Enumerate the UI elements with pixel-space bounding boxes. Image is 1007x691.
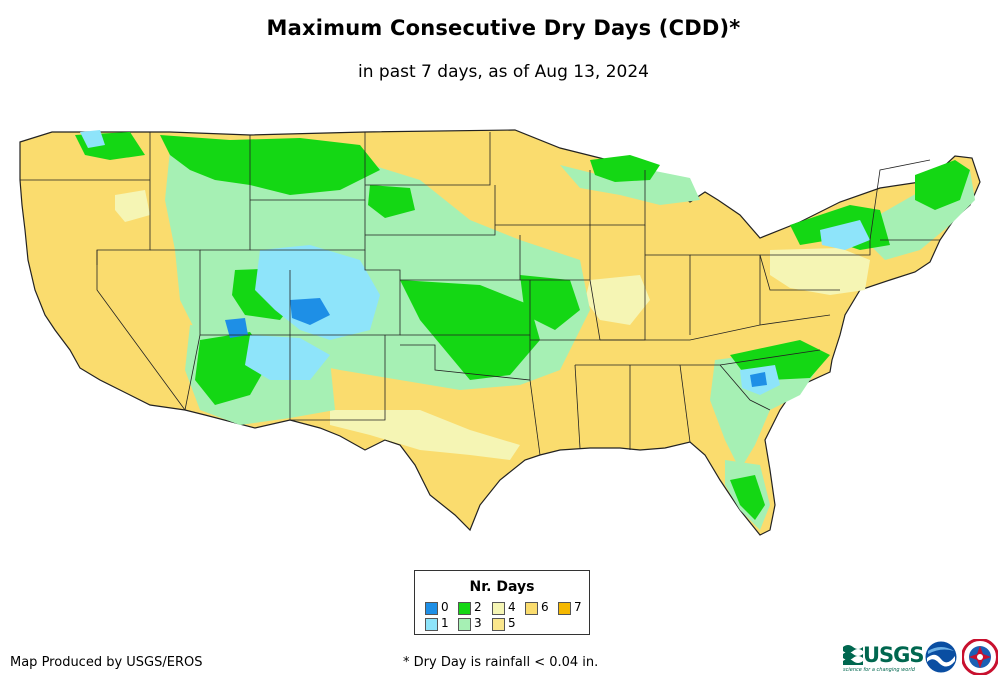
legend-label-0: 0 [441, 600, 449, 614]
legend-swatch-0 [425, 602, 438, 615]
patch-2-dakota [368, 185, 415, 218]
patch-4-ny-pa [770, 248, 870, 295]
legend-label-3: 3 [474, 616, 482, 630]
patch-4-texas [330, 410, 520, 460]
legend-swatch-3 [458, 618, 471, 631]
patch-0-nm [225, 318, 248, 338]
us-dry-days-map [19, 129, 981, 536]
legend: Nr. Days 0 1 2 3 4 5 6 7 [414, 570, 590, 635]
patch-2-florida [730, 475, 765, 520]
legend-label-5: 5 [508, 616, 516, 630]
usgs-logo: USGS science for a changing world [843, 643, 925, 673]
credit-text: Map Produced by USGS/EROS [10, 655, 203, 670]
map-title: Maximum Consecutive Dry Days (CDD)* [266, 16, 741, 40]
legend-swatch-2 [458, 602, 471, 615]
legend-label-1: 1 [441, 616, 449, 630]
legend-label-7: 7 [574, 600, 582, 614]
legend-title: Nr. Days [469, 579, 535, 595]
patch-0-colorado [290, 298, 330, 325]
legend-label-4: 4 [508, 600, 516, 614]
usgs-wordmark: USGS [863, 643, 925, 667]
footnote-text: * Dry Day is rainfall < 0.04 in. [403, 655, 599, 670]
patch-0-sc [750, 372, 767, 387]
legend-label-2: 2 [474, 600, 482, 614]
patch-2-montana [160, 135, 380, 195]
patch-2-kansas-ok [400, 280, 540, 380]
patch-1-newmexico [245, 335, 330, 380]
legend-swatch-5 [492, 618, 505, 631]
patch-3-southeast [710, 350, 820, 470]
state-boundaries [20, 132, 940, 456]
patch-2-iowa-mo [520, 275, 580, 330]
patch-4-michigan [585, 275, 650, 325]
patch-1-wyoming-colorado [255, 245, 380, 340]
legend-swatch-6 [525, 602, 538, 615]
patch-4-idaho [115, 190, 150, 222]
legend-swatch-7 [558, 602, 571, 615]
legend-swatch-1 [425, 618, 438, 631]
patch-2-upper-mi [590, 155, 660, 182]
patch-1-northeast [820, 220, 870, 250]
map-subtitle: in past 7 days, as of Aug 13, 2024 [358, 62, 649, 82]
patch-2-maine [915, 160, 970, 210]
usgs-wave-icon [843, 645, 863, 665]
legend-swatch-4 [492, 602, 505, 615]
noaa-logo-icon [925, 641, 957, 673]
nws-logo-icon [962, 639, 998, 675]
patch-1-wa [80, 130, 105, 148]
legend-label-6: 6 [541, 600, 549, 614]
usgs-tagline: science for a changing world [843, 667, 915, 673]
